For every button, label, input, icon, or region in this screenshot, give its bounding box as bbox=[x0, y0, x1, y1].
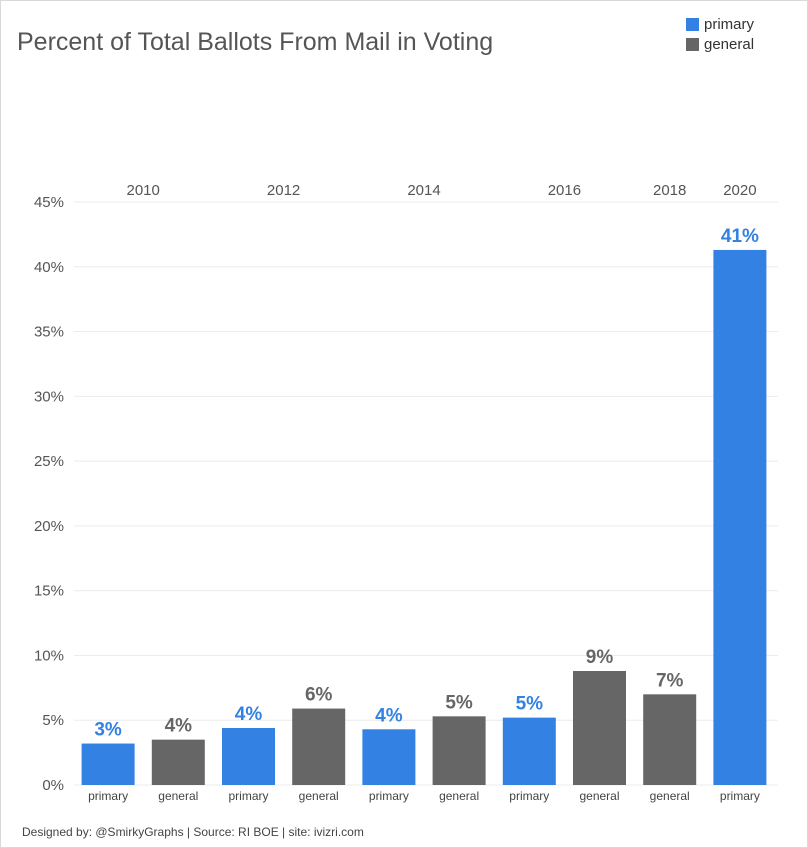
legend-item-general: general bbox=[686, 34, 754, 54]
year-label: 2010 bbox=[127, 182, 160, 199]
year-label: 2018 bbox=[653, 182, 686, 199]
year-label: 2012 bbox=[267, 182, 300, 199]
year-label: 2014 bbox=[407, 182, 440, 199]
y-tick-label: 30% bbox=[34, 388, 64, 405]
y-tick-label: 5% bbox=[42, 712, 64, 729]
bar bbox=[643, 694, 697, 785]
data-label: 3% bbox=[94, 720, 122, 741]
bar bbox=[151, 739, 205, 785]
x-tick-label: general bbox=[439, 789, 479, 803]
bar bbox=[292, 708, 346, 785]
x-tick-label: general bbox=[299, 789, 339, 803]
data-label: 41% bbox=[721, 226, 759, 247]
data-label: 9% bbox=[586, 647, 614, 668]
x-tick-label: primary bbox=[228, 789, 268, 803]
legend-swatch-general bbox=[686, 37, 699, 51]
y-tick-label: 25% bbox=[34, 453, 64, 470]
y-tick-label: 10% bbox=[34, 647, 64, 664]
bar bbox=[502, 717, 556, 785]
y-tick-label: 20% bbox=[34, 518, 64, 535]
bar bbox=[573, 670, 626, 785]
y-tick-label: 15% bbox=[34, 583, 64, 600]
y-tick-label: 45% bbox=[34, 194, 64, 211]
y-tick-label: 35% bbox=[34, 324, 64, 341]
x-tick-label: general bbox=[158, 789, 198, 803]
data-label: 4% bbox=[165, 716, 193, 737]
data-label: 4% bbox=[375, 705, 403, 726]
x-tick-label: primary bbox=[369, 789, 409, 803]
bar bbox=[713, 249, 767, 786]
x-tick-label: primary bbox=[720, 789, 760, 803]
data-label: 4% bbox=[235, 704, 263, 725]
x-tick-label: general bbox=[650, 789, 690, 803]
bar bbox=[81, 743, 135, 785]
data-label: 7% bbox=[656, 670, 684, 691]
bar bbox=[432, 716, 486, 785]
y-tick-label: 40% bbox=[34, 259, 64, 276]
bar bbox=[222, 727, 275, 785]
x-tick-label: primary bbox=[509, 789, 549, 803]
x-tick-label: general bbox=[579, 789, 619, 803]
bar bbox=[362, 729, 416, 785]
data-label: 5% bbox=[516, 694, 544, 715]
legend-swatch-primary bbox=[686, 17, 699, 31]
data-label: 6% bbox=[305, 685, 333, 706]
footer-credits: Designed by: @SmirkyGraphs | Source: RI … bbox=[22, 825, 364, 839]
year-label: 2016 bbox=[548, 182, 581, 199]
legend-item-primary: primary bbox=[686, 14, 754, 34]
legend: primary general bbox=[686, 14, 754, 54]
year-label: 2020 bbox=[723, 182, 756, 199]
data-label: 5% bbox=[445, 692, 473, 713]
legend-label-general: general bbox=[704, 35, 755, 53]
chart-title: Percent of Total Ballots From Mail in Vo… bbox=[17, 28, 494, 56]
legend-label-primary: primary bbox=[704, 15, 755, 33]
x-tick-label: primary bbox=[88, 789, 128, 803]
y-tick-label: 0% bbox=[42, 777, 64, 794]
